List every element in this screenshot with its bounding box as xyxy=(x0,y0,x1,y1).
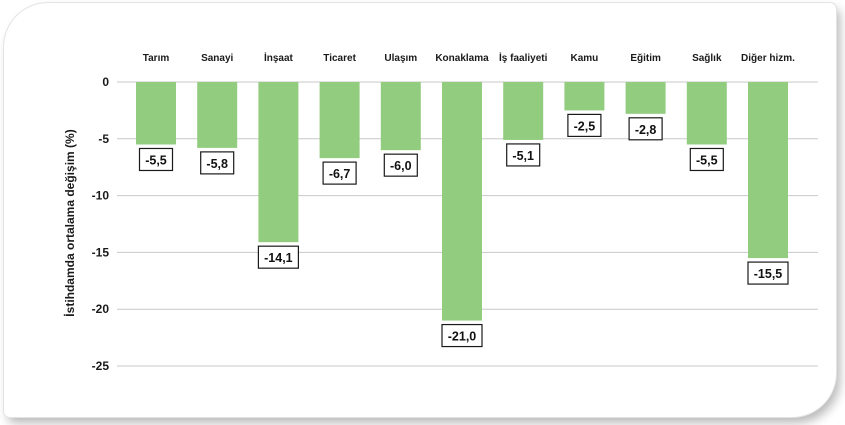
data-label-text: -6,0 xyxy=(390,159,412,173)
data-label-box xyxy=(689,147,724,172)
data-label: -6,0 xyxy=(383,153,418,177)
category-label: Sanayi xyxy=(201,53,233,64)
chart-frame xyxy=(4,3,836,417)
data-label-box xyxy=(747,261,789,285)
category-label: Sağlık xyxy=(692,53,722,64)
category-label: Ulaşım xyxy=(384,53,417,64)
data-label-box xyxy=(628,117,663,141)
bar xyxy=(748,82,788,259)
data-label-box xyxy=(383,153,418,177)
data-label-box xyxy=(138,147,174,172)
data-labels: -5,5 -5,8 -14,1 -6,7 -6,0 -21,0 -5,1 -2,5 -2,8 -5… xyxy=(138,113,789,348)
data-label: -21,0 xyxy=(441,323,483,348)
y-tick-label: -15 xyxy=(92,245,110,259)
data-label-box xyxy=(200,151,235,175)
data-label: -5,5 xyxy=(138,147,174,172)
bars xyxy=(136,82,788,321)
category-label: Tarım xyxy=(143,53,170,64)
category-label: Ticaret xyxy=(323,53,356,64)
data-label-box xyxy=(441,323,483,348)
bar xyxy=(258,82,299,243)
data-label: -14,1 xyxy=(257,245,299,269)
category-label: İnşaat xyxy=(264,51,294,64)
category-labels: Tarım Sanayi İnşaat Ticaret Ulaşım Konaklama İ… xyxy=(143,51,795,64)
data-label-box xyxy=(322,161,357,185)
data-label-text: -21,0 xyxy=(448,330,477,344)
data-label-box xyxy=(257,245,299,269)
data-label: -6,7 xyxy=(322,161,357,185)
bar xyxy=(380,82,421,151)
category-label: İş faaliyeti xyxy=(499,51,548,64)
data-label-box xyxy=(506,143,541,167)
data-label: -2,5 xyxy=(567,113,602,138)
bar xyxy=(625,82,666,114)
data-label-box xyxy=(567,113,602,138)
category-label: Konaklama xyxy=(435,53,489,64)
y-tick-label: -10 xyxy=(92,189,110,203)
bar xyxy=(442,82,482,321)
bar xyxy=(686,82,727,145)
category-label: Kamu xyxy=(571,53,599,64)
data-label-text: -5,1 xyxy=(512,149,534,163)
y-tick-label: -25 xyxy=(92,359,110,373)
data-label: -2,8 xyxy=(628,117,663,141)
data-label: -5,1 xyxy=(506,143,541,167)
y-tick-label: -20 xyxy=(92,302,110,316)
data-label-text: -15,5 xyxy=(754,267,783,281)
data-label-text: -5,5 xyxy=(145,153,167,167)
y-tick-label: -5 xyxy=(98,132,109,146)
bar xyxy=(319,82,360,159)
data-label: -5,8 xyxy=(200,151,235,175)
category-label: Eğitim xyxy=(630,53,661,64)
data-label-text: -6,7 xyxy=(329,167,351,181)
bar xyxy=(503,82,544,140)
data-label: -5,5 xyxy=(689,147,724,172)
bar xyxy=(564,82,605,111)
y-tick-label: 0 xyxy=(102,75,109,89)
data-label-text: -2,5 xyxy=(574,119,596,133)
data-label-text: -5,5 xyxy=(696,153,718,167)
bar xyxy=(136,82,176,145)
y-axis-title: İstihdamda ortalama değişim (%) xyxy=(62,129,77,316)
data-label-text: -14,1 xyxy=(264,251,293,265)
category-label: Diğer hizm. xyxy=(741,53,795,64)
bar xyxy=(197,82,238,148)
data-label-text: -5,8 xyxy=(206,157,228,171)
y-tick-labels: 0 -5 -10 -15 -20 -25 xyxy=(92,75,110,373)
data-label-text: -2,8 xyxy=(635,123,657,137)
data-label: -15,5 xyxy=(747,261,789,285)
